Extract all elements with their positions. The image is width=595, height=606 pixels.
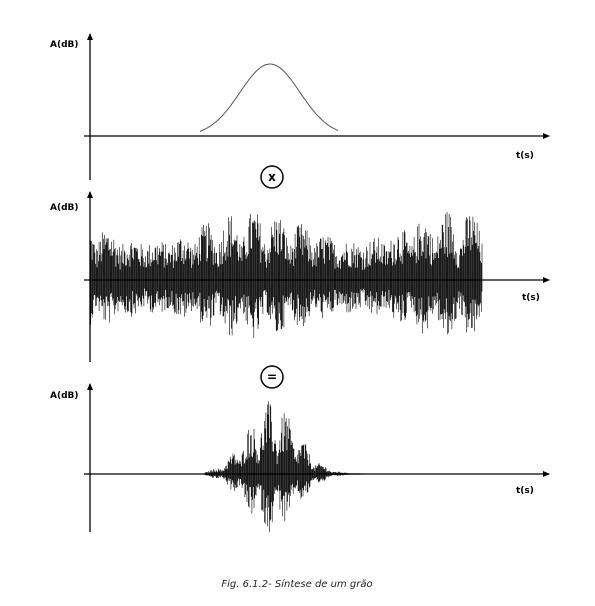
operator-circle <box>260 165 284 189</box>
operator-circle <box>260 365 284 389</box>
caption: Fig. 6.1.2- Síntese de um grão <box>221 578 372 590</box>
x-axis-label: t(s) <box>516 151 534 161</box>
panel-grain: A(dB) t(s) <box>50 383 550 533</box>
y-axis-label: A(dB) <box>50 40 79 50</box>
noise-waveform <box>89 212 483 339</box>
panel-envelope: A(dB) t(s) <box>50 33 550 180</box>
operator: x <box>268 170 276 184</box>
grain-waveform <box>204 401 372 533</box>
panel-noise: A(dB) t(s) <box>50 191 550 362</box>
x-axis-label: t(s) <box>516 486 534 496</box>
y-axis-label: A(dB) <box>50 391 79 401</box>
y-axis-label: A(dB) <box>50 203 79 213</box>
operator: = <box>267 370 277 384</box>
x-axis-label: t(s) <box>522 293 540 303</box>
envelope-curve <box>199 63 339 132</box>
